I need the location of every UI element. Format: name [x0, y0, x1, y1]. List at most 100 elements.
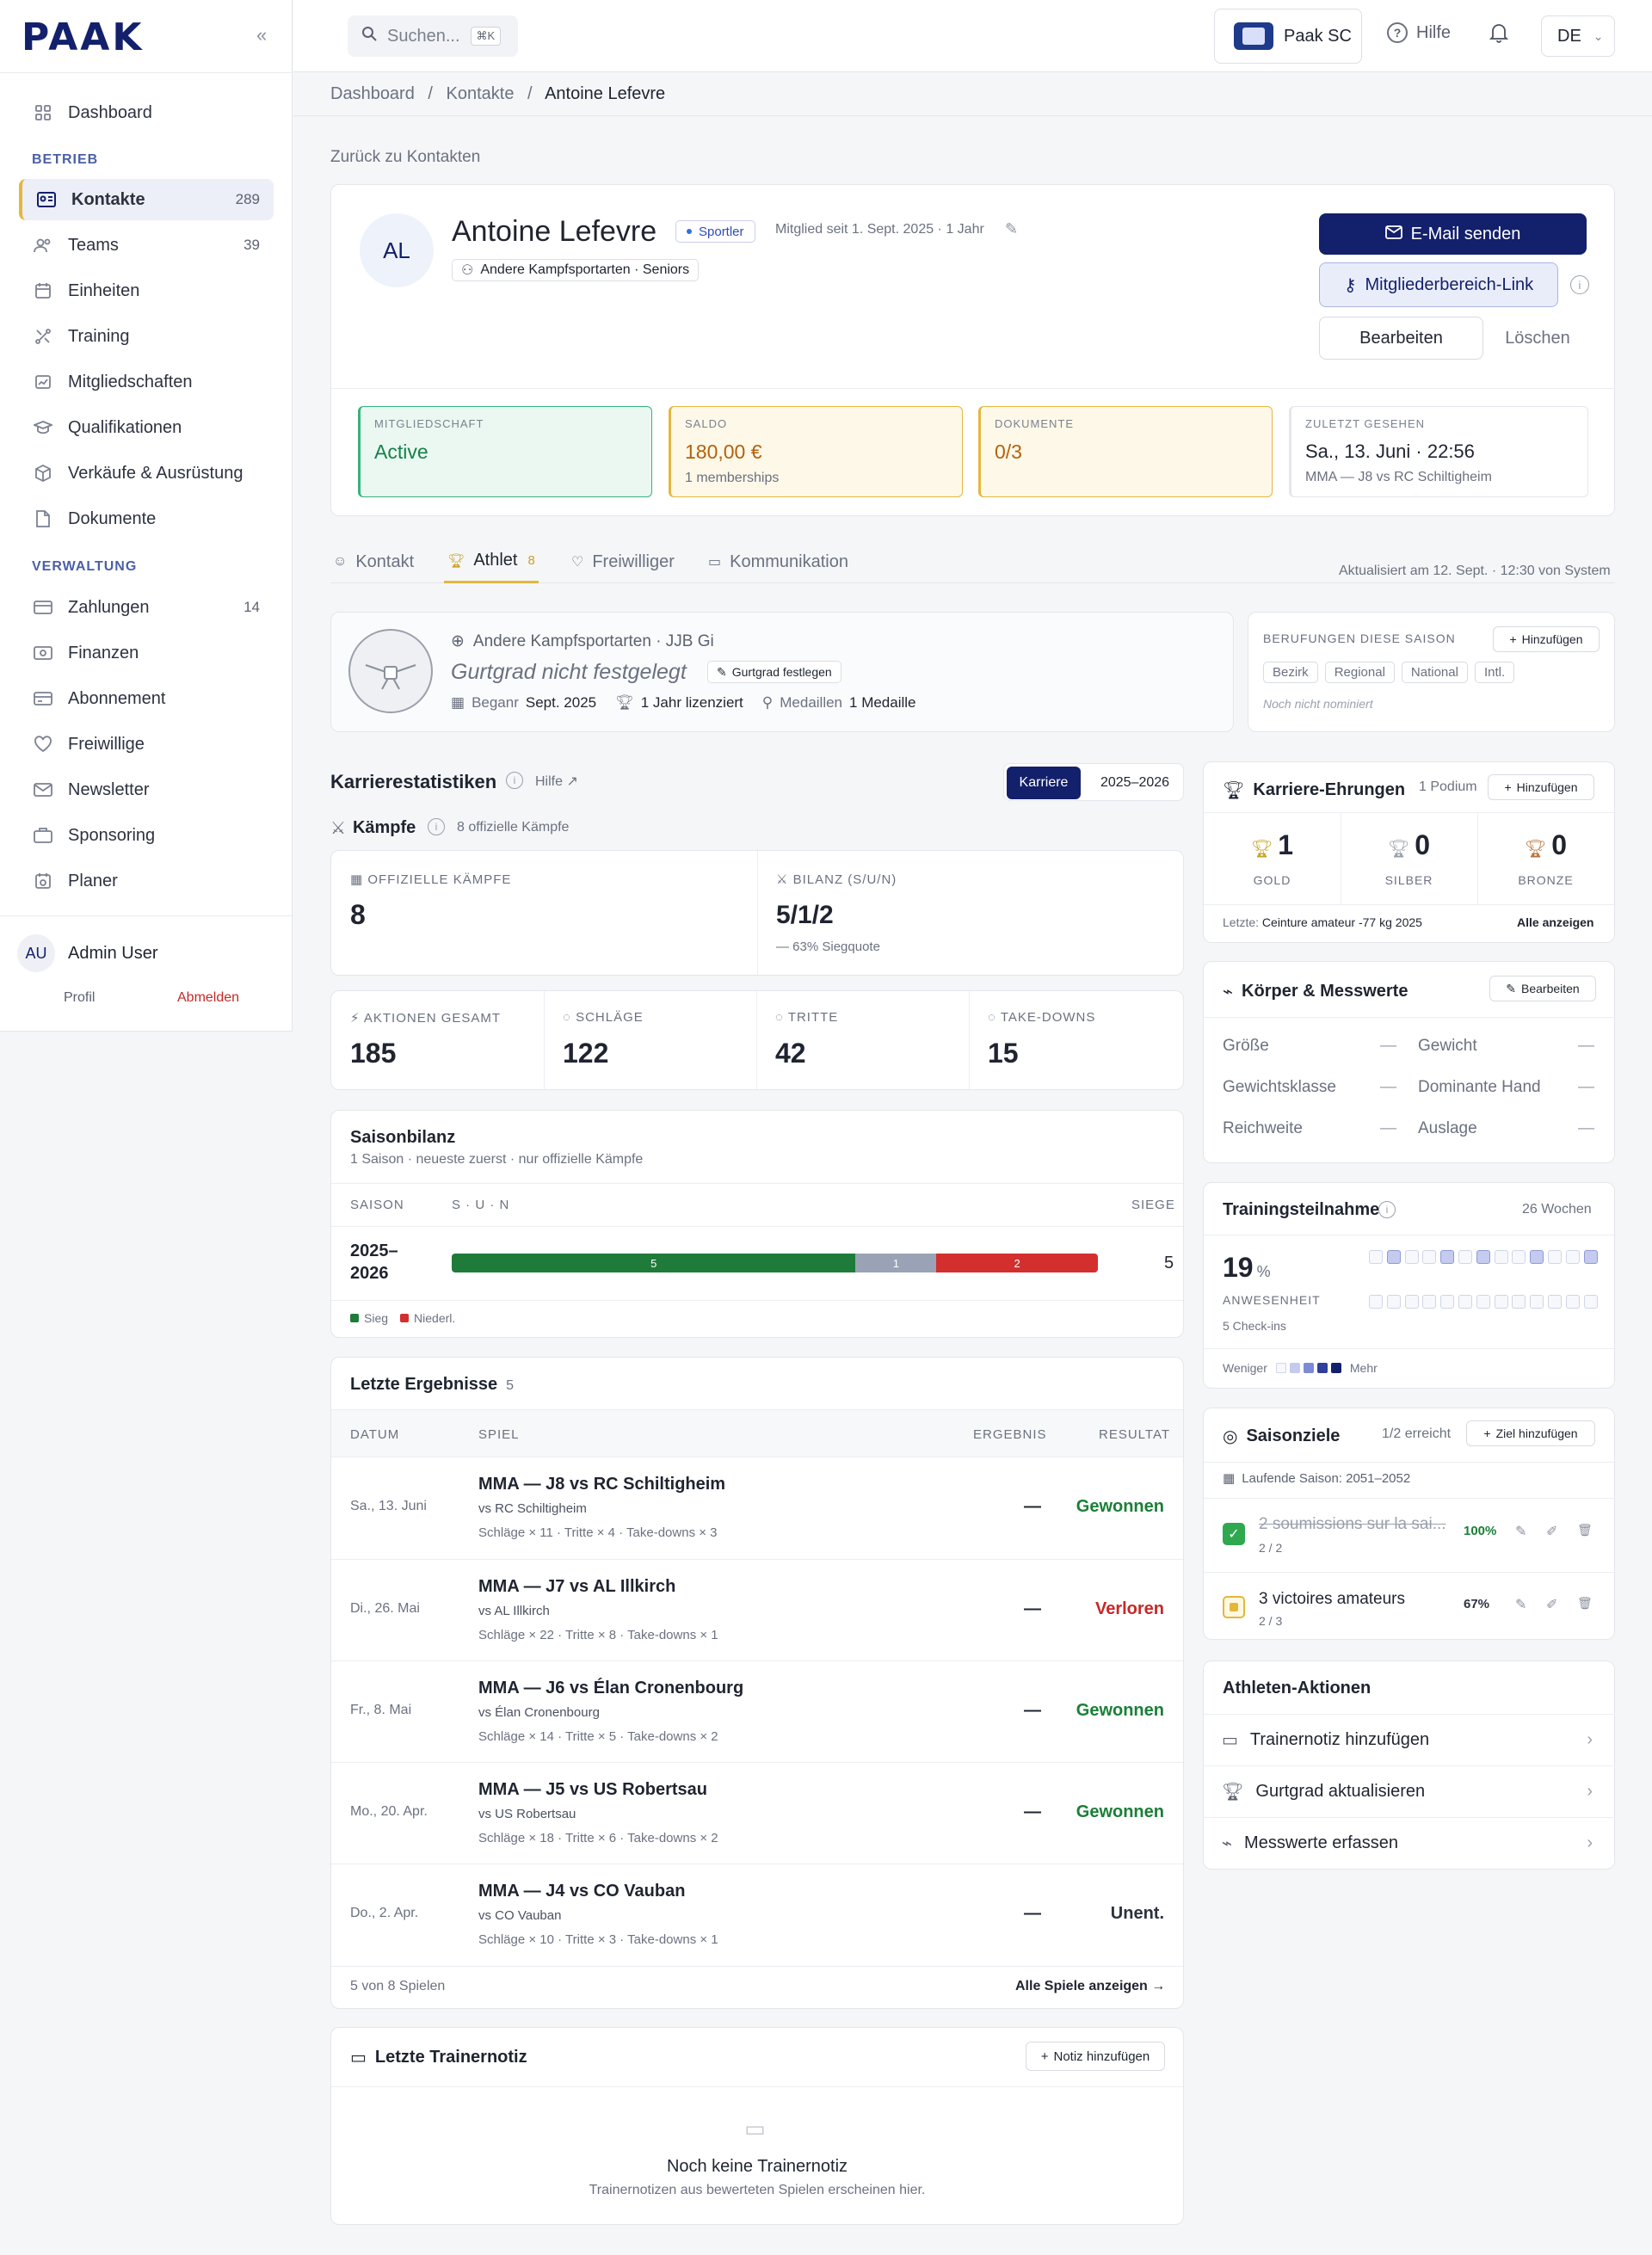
action-add-trainer-note[interactable]: ▭ Trainernotiz hinzufügen ›: [1203, 1714, 1613, 1765]
bar-segment-wins[interactable]: 5: [452, 1254, 856, 1272]
tab-athlet[interactable]: 🏆︎ Athlet 8: [444, 540, 539, 583]
table-row[interactable]: Fr., 8. Mai MMA — J6 vs Élan Cronenbourg v…: [331, 1660, 1183, 1762]
table-row[interactable]: Do., 2. Apr. MMA — J4 vs CO Vauban vs CO V…: [331, 1864, 1183, 1965]
back-link[interactable]: Zurück zu Kontakten: [330, 148, 481, 166]
table-row[interactable]: Mo., 20. Apr. MMA — J5 vs US Robertsau vs …: [331, 1762, 1183, 1864]
edit-pencil-icon[interactable]: ✎: [1005, 220, 1019, 237]
heatmap-cell[interactable]: [1548, 1250, 1562, 1264]
heatmap-cell[interactable]: [1458, 1250, 1472, 1264]
add-goal-button[interactable]: + Ziel hinzufügen: [1466, 1420, 1595, 1446]
sidebar-item-abonnement[interactable]: Abonnement: [19, 678, 274, 719]
bell-icon[interactable]: [1489, 22, 1510, 45]
user-avatar[interactable]: AU: [17, 934, 55, 972]
heatmap-cell[interactable]: [1440, 1295, 1455, 1309]
heatmap-cell[interactable]: [1440, 1250, 1455, 1264]
collapse-sidebar-icon[interactable]: «: [256, 24, 268, 46]
info-icon[interactable]: i: [1378, 1201, 1396, 1218]
sidebar-item-mitgliedschaften[interactable]: Mitgliedschaften: [19, 361, 274, 403]
note-icon[interactable]: ✎: [1515, 1598, 1527, 1612]
member-area-link-button[interactable]: ⚷ Mitgliederbereich-Link: [1319, 262, 1558, 307]
heatmap-cell[interactable]: [1422, 1295, 1437, 1309]
sidebar-item-training[interactable]: Training: [19, 316, 274, 357]
send-email-button[interactable]: E-Mail senden: [1319, 213, 1587, 255]
info-icon[interactable]: i: [506, 772, 523, 789]
heatmap-cell[interactable]: [1458, 1295, 1472, 1309]
heatmap-cell[interactable]: [1565, 1250, 1580, 1264]
table-row[interactable]: Di., 26. Mai MMA — J7 vs AL Illkirch vs AL…: [331, 1559, 1183, 1660]
help-button[interactable]: ? Hilfe: [1387, 22, 1451, 43]
add-honor-button[interactable]: + Hinzufügen: [1488, 774, 1594, 800]
heatmap-cell[interactable]: [1565, 1295, 1580, 1309]
tab-kontakt[interactable]: ☺ Kontakt: [333, 540, 414, 583]
pencil-icon[interactable]: ✐: [1546, 1525, 1558, 1539]
bar-segment-draws[interactable]: 1: [855, 1254, 937, 1272]
logout-link[interactable]: Abmelden: [177, 990, 240, 1005]
heatmap-cell[interactable]: [1404, 1250, 1419, 1264]
heatmap-cell[interactable]: [1530, 1250, 1544, 1264]
heatmap-cell[interactable]: [1494, 1295, 1508, 1309]
heatmap-cell[interactable]: [1476, 1250, 1490, 1264]
action-record-measurements[interactable]: ⌁ Messwerte erfassen ›: [1203, 1817, 1613, 1869]
tab-kommunikation[interactable]: ▭ Kommunikation: [708, 540, 848, 583]
heatmap-cell[interactable]: [1476, 1295, 1490, 1309]
career-help-link[interactable]: Hilfe ↗: [535, 773, 578, 790]
sidebar-item-zahlungen[interactable]: Zahlungen 14: [19, 587, 274, 628]
sidebar-item-newsletter[interactable]: Newsletter: [19, 769, 274, 810]
heatmap-cell[interactable]: [1583, 1295, 1598, 1309]
checkbox-partial-icon[interactable]: [1223, 1596, 1245, 1618]
sidebar-item-einheiten[interactable]: Einheiten: [19, 270, 274, 311]
chip-bezirk[interactable]: Bezirk: [1263, 662, 1318, 683]
pencil-icon[interactable]: ✐: [1546, 1598, 1558, 1612]
heatmap-cell[interactable]: [1369, 1250, 1383, 1264]
heatmap-cell[interactable]: [1512, 1250, 1526, 1264]
sidebar-item-qualifikationen[interactable]: Qualifikationen: [19, 407, 274, 448]
group-chip[interactable]: ⚇ Andere Kampfsportarten · Seniors: [452, 259, 700, 281]
delete-button[interactable]: Löschen: [1505, 328, 1570, 348]
table-row[interactable]: Sa., 13. Juni MMA — J8 vs RC Schiltigheim…: [331, 1457, 1183, 1559]
language-select[interactable]: DE ⌄: [1541, 15, 1615, 57]
chip-intl[interactable]: Intl.: [1474, 662, 1515, 683]
club-switcher[interactable]: Paak SC: [1214, 9, 1362, 64]
breadcrumb-kontakte[interactable]: Kontakte: [446, 84, 515, 103]
show-all-matches-link[interactable]: Alle Spiele anzeigen →: [1015, 1979, 1165, 1994]
add-note-button[interactable]: + Notiz hinzufügen: [1026, 2042, 1165, 2071]
sidebar-item-teams[interactable]: Teams 39: [19, 225, 274, 266]
chip-national[interactable]: National: [1401, 662, 1468, 683]
info-icon[interactable]: i: [428, 818, 445, 835]
chip-regional[interactable]: Regional: [1324, 662, 1395, 683]
app-logo[interactable]: PAAK: [22, 15, 145, 59]
sidebar-item-dokumente[interactable]: Dokumente: [19, 498, 274, 539]
toggle-karriere[interactable]: Karriere: [1007, 767, 1081, 799]
edit-button[interactable]: Bearbeiten: [1319, 317, 1483, 360]
breadcrumb-dashboard[interactable]: Dashboard: [330, 84, 415, 103]
goal-row[interactable]: ✓ 2 soumissions sur la sai... 2 / 2 100% ✎ ✐ 🗑…: [1204, 1500, 1614, 1572]
heatmap-cell[interactable]: [1583, 1250, 1598, 1264]
trash-icon[interactable]: 🗑︎: [1577, 1596, 1593, 1610]
heatmap-cell[interactable]: [1404, 1295, 1419, 1309]
sidebar-item-finanzen[interactable]: Finanzen: [19, 632, 274, 674]
info-icon[interactable]: i: [1570, 275, 1589, 294]
search-input[interactable]: Suchen... ⌘K: [348, 15, 518, 57]
heatmap-cell[interactable]: [1494, 1250, 1508, 1264]
bar-segment-losses[interactable]: 2: [936, 1254, 1098, 1272]
sidebar-item-freiwillige[interactable]: Freiwillige: [19, 724, 274, 765]
sidebar-item-kontakte[interactable]: Kontakte 289: [19, 179, 274, 220]
edit-body-button[interactable]: ✎ Bearbeiten: [1489, 976, 1596, 1001]
heatmap-cell[interactable]: [1386, 1295, 1401, 1309]
heatmap-cell[interactable]: [1512, 1295, 1526, 1309]
sidebar-item-sponsoring[interactable]: Sponsoring: [19, 815, 274, 856]
sidebar-item-dashboard[interactable]: Dashboard: [19, 92, 274, 133]
add-nomination-button[interactable]: + Hinzufügen: [1493, 626, 1600, 652]
toggle-season[interactable]: 2025–2026: [1100, 775, 1170, 790]
note-icon[interactable]: ✎: [1515, 1525, 1527, 1539]
show-all-honors-link[interactable]: Alle anzeigen: [1517, 915, 1594, 929]
heatmap-cell[interactable]: [1369, 1295, 1383, 1309]
heatmap-cell[interactable]: [1386, 1250, 1401, 1264]
tab-freiwilliger[interactable]: ♡ Freiwilliger: [571, 540, 675, 583]
sidebar-item-verkaeufe[interactable]: Verkäufe & Ausrüstung: [19, 453, 274, 494]
trash-icon[interactable]: 🗑︎: [1577, 1523, 1593, 1537]
profile-link[interactable]: Profil: [64, 990, 96, 1005]
heatmap-cell[interactable]: [1530, 1295, 1544, 1309]
action-update-belt[interactable]: 🏆︎ Gurtgrad aktualisieren ›: [1203, 1765, 1613, 1817]
goal-row[interactable]: 3 victoires amateurs 2 / 3 67% ✎ ✐ 🗑︎: [1204, 1572, 1614, 1644]
